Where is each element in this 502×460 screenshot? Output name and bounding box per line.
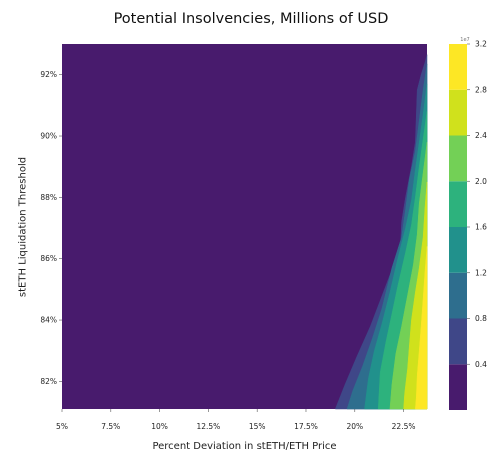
colorbar-segment bbox=[449, 135, 467, 182]
x-tick-label: 17.5% bbox=[294, 422, 318, 431]
x-axis-label: Percent Deviation in stETH/ETH Price bbox=[152, 441, 337, 452]
x-axis: 5% 7.5% 10% 12.5% 15% 17.5% 20% 22.5% bbox=[56, 409, 415, 431]
colorbar-segment bbox=[449, 272, 467, 319]
colorbar-tick-label: 0.4 bbox=[475, 360, 487, 369]
x-tick-label: 22.5% bbox=[392, 422, 416, 431]
colorbar-segment bbox=[449, 181, 467, 227]
colorbar-tick-label: 3.2 bbox=[475, 40, 487, 49]
colorbar-segment bbox=[449, 364, 467, 410]
colorbar-segment bbox=[449, 89, 467, 136]
x-tick-label: 5% bbox=[56, 422, 68, 431]
x-tick-label: 7.5% bbox=[101, 422, 120, 431]
colorbar-tick-label: 2.8 bbox=[475, 85, 487, 94]
y-tick-label: 92% bbox=[40, 70, 57, 79]
x-tick-label: 15% bbox=[249, 422, 266, 431]
colorbar-segment bbox=[449, 318, 467, 365]
x-tick-label: 12.5% bbox=[196, 422, 220, 431]
x-tick-label: 20% bbox=[346, 422, 363, 431]
colorbar-tick-label: 1.6 bbox=[475, 223, 487, 232]
colorbar-tick-label: 0.8 bbox=[475, 314, 487, 323]
contour-fill-level-7 bbox=[415, 246, 428, 410]
y-tick-label: 86% bbox=[40, 254, 57, 263]
colorbar-segment bbox=[449, 227, 467, 273]
y-tick-label: 88% bbox=[40, 193, 57, 202]
colorbar-scale-label: 1e7 bbox=[460, 37, 469, 43]
colorbar: 0.4 0.8 1.2 1.6 2.0 2.4 2.8 3.2 1e7 bbox=[449, 37, 487, 410]
x-tick-label: 10% bbox=[151, 422, 168, 431]
plot-area bbox=[62, 44, 428, 410]
colorbar-tick-label: 2.0 bbox=[475, 177, 487, 186]
colorbar-tick-label: 1.2 bbox=[475, 268, 487, 277]
y-tick-label: 90% bbox=[40, 132, 57, 141]
chart-title: Potential Insolvencies, Millions of USD bbox=[113, 11, 389, 27]
y-tick-label: 84% bbox=[40, 316, 57, 325]
colorbar-segment bbox=[449, 44, 467, 90]
y-tick-label: 82% bbox=[40, 377, 57, 386]
colorbar-tick-label: 2.4 bbox=[475, 131, 487, 140]
y-axis: 82% 84% 86% 88% 90% 92% bbox=[40, 70, 62, 386]
